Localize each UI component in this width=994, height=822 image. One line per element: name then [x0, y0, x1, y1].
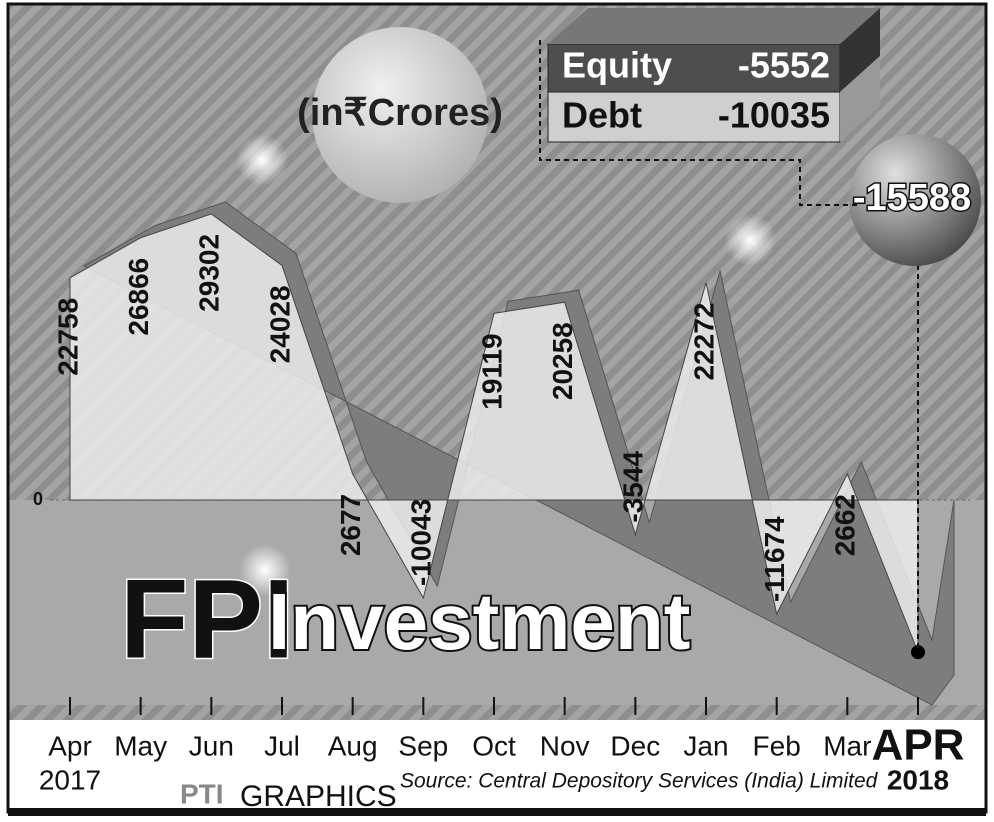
y-tick-label: 0: [33, 489, 43, 509]
x-tick-label: Mar: [823, 730, 871, 761]
sparkle: [724, 214, 776, 266]
source: Source: Central Depository Services (Ind…: [400, 770, 879, 793]
x-tick-label: Feb: [753, 730, 801, 761]
legend-label: Debt: [562, 95, 642, 136]
value-label: 2677: [335, 494, 366, 556]
x-tick-label: Jun: [189, 730, 234, 761]
value-label: 24028: [264, 285, 295, 363]
x-tick-label: Jul: [264, 730, 300, 761]
x-tick-label: Jan: [683, 730, 728, 761]
x-tick-label: Nov: [540, 730, 590, 761]
legend-value: -10035: [718, 95, 830, 136]
chart: 0 22758 26866 29302 24028 2677 -10043 19119 2025…: [0, 0, 994, 822]
value-label: 22758: [52, 298, 83, 376]
credit: GRAPHICS: [240, 780, 397, 813]
legend-top: [548, 8, 880, 44]
value-label: 22272: [688, 303, 719, 381]
value-label: 2662: [830, 494, 861, 556]
value-label: -10043: [406, 499, 437, 586]
unit: (in₹Crores): [297, 92, 503, 134]
x-tick-label: APR: [872, 721, 965, 770]
value-label: -3544: [618, 451, 649, 523]
title-sub: Investment: [268, 577, 690, 666]
x-tick-label: Apr: [48, 730, 92, 761]
value-label: 20258: [547, 322, 578, 400]
value-label: 19119: [476, 333, 507, 409]
value-label: 26866: [123, 258, 154, 336]
legend-label: Equity: [562, 45, 672, 86]
x-year-label: 2018: [887, 764, 949, 795]
x-tick-label: Dec: [610, 730, 660, 761]
page: 0 22758 26866 29302 24028 2677 -10043 19119 2025…: [0, 0, 994, 822]
value-label: 29302: [194, 234, 225, 312]
x-year-label: 2017: [39, 764, 101, 795]
x-tick-label: Aug: [328, 730, 378, 761]
x-tick-label: Oct: [472, 730, 516, 761]
credit-logo: PTI: [180, 778, 224, 809]
sparkle: [236, 134, 288, 186]
x-tick-label: Sep: [398, 730, 448, 761]
x-tick-label: May: [114, 730, 167, 761]
callout-value: -15588: [853, 177, 971, 219]
legend-value: -5552: [738, 45, 830, 86]
value-label: -11674: [759, 516, 790, 602]
